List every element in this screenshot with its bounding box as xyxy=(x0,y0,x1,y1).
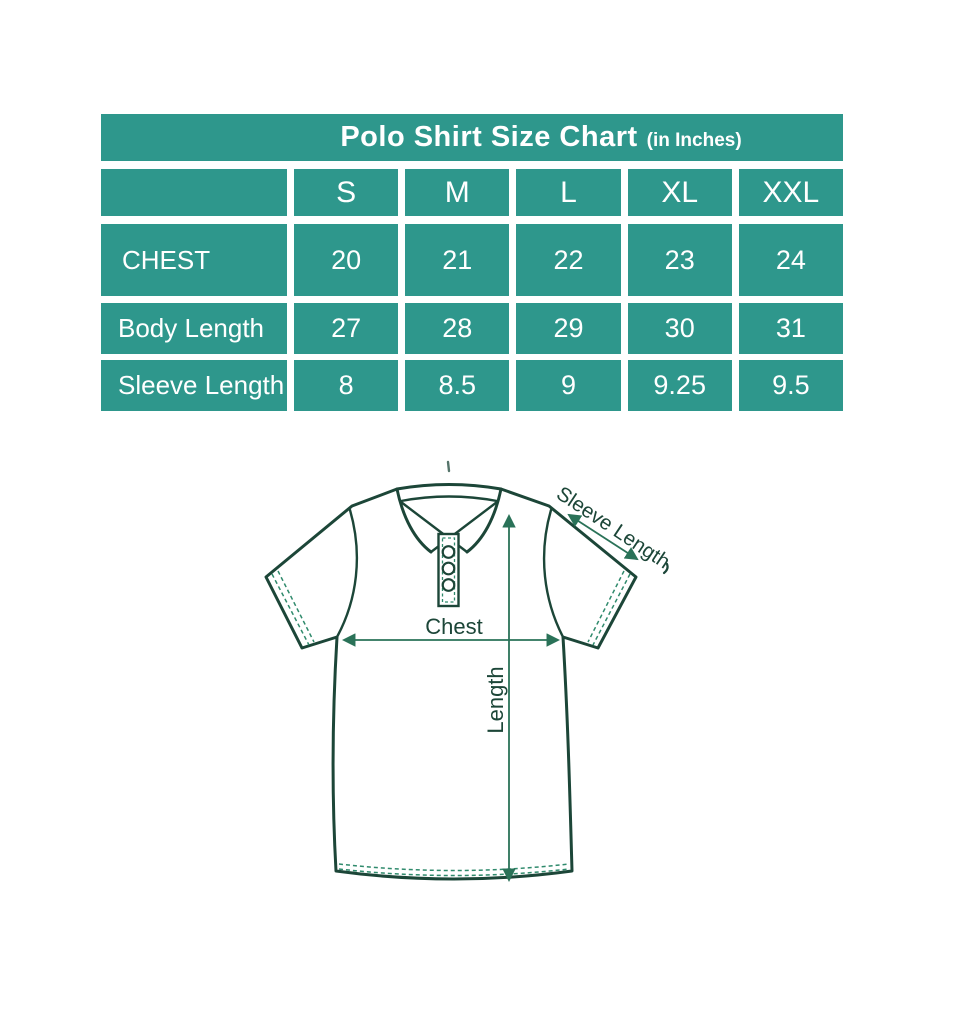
button-3 xyxy=(441,578,456,592)
row-label-sleeve-length: Sleeve Length xyxy=(101,360,287,411)
sleeve-length-value-xxl: 9.5 xyxy=(738,360,843,411)
size-header-s: S xyxy=(294,169,399,216)
body-length-value-l: 29 xyxy=(516,303,621,354)
table-row-sleeve-length: Sleeve Length 8 8.5 9 9.25 9.5 xyxy=(101,360,843,411)
collar-right-flap xyxy=(465,487,503,554)
table-cell-empty xyxy=(101,169,287,216)
sleeve-length-value-l: 9 xyxy=(516,360,621,411)
table-row-chest: CHEST 20 21 22 23 24 xyxy=(101,224,843,296)
table-title: Polo Shirt Size Chart xyxy=(340,121,638,153)
right-cuff-stitch xyxy=(587,570,631,646)
size-chart-table: Polo Shirt Size Chart (in Inches) S M L … xyxy=(101,114,843,411)
chest-value-l: 22 xyxy=(516,224,621,296)
length-measure-label: Length xyxy=(483,666,508,733)
table-title-bar: Polo Shirt Size Chart (in Inches) xyxy=(101,114,843,161)
table-row-body-length: Body Length 27 28 29 30 31 xyxy=(101,303,843,354)
row-label-chest: CHEST xyxy=(101,224,287,296)
table-title-unit: (in Inches) xyxy=(646,130,742,151)
size-header-row: S M L XL XXL xyxy=(101,169,843,216)
button-2 xyxy=(441,561,456,576)
chest-value-xl: 23 xyxy=(627,224,732,296)
size-header-xl: XL xyxy=(627,169,732,216)
sleeve-label-tick xyxy=(662,562,669,575)
body-length-value-m: 28 xyxy=(405,303,510,354)
collar-left-flap xyxy=(395,487,433,554)
hem-stitch xyxy=(338,863,570,877)
chest-value-xxl: 24 xyxy=(738,224,843,296)
size-header-l: L xyxy=(516,169,621,216)
chest-measure-label: Chest xyxy=(425,614,482,639)
sleeve-length-value-s: 8 xyxy=(294,360,399,411)
row-label-body-length: Body Length xyxy=(101,303,287,354)
collar-inner-band xyxy=(399,495,499,503)
size-header-xxl: XXL xyxy=(738,169,843,216)
button-1 xyxy=(441,545,456,559)
body-length-value-xl: 30 xyxy=(627,303,732,354)
sleeve-length-value-xl: 9.25 xyxy=(627,360,732,411)
collar-top-artifact xyxy=(446,460,451,473)
sleeve-length-value-m: 8.5 xyxy=(405,360,510,411)
chest-value-s: 20 xyxy=(294,224,399,296)
sleeve-length-arrow xyxy=(567,513,639,561)
left-armhole-seam xyxy=(335,508,359,639)
left-cuff-stitch xyxy=(271,570,315,646)
chest-value-m: 21 xyxy=(405,224,510,296)
size-header-m: M xyxy=(405,169,510,216)
body-length-value-xxl: 31 xyxy=(738,303,843,354)
right-armhole-seam xyxy=(542,508,565,639)
body-length-value-s: 27 xyxy=(294,303,399,354)
